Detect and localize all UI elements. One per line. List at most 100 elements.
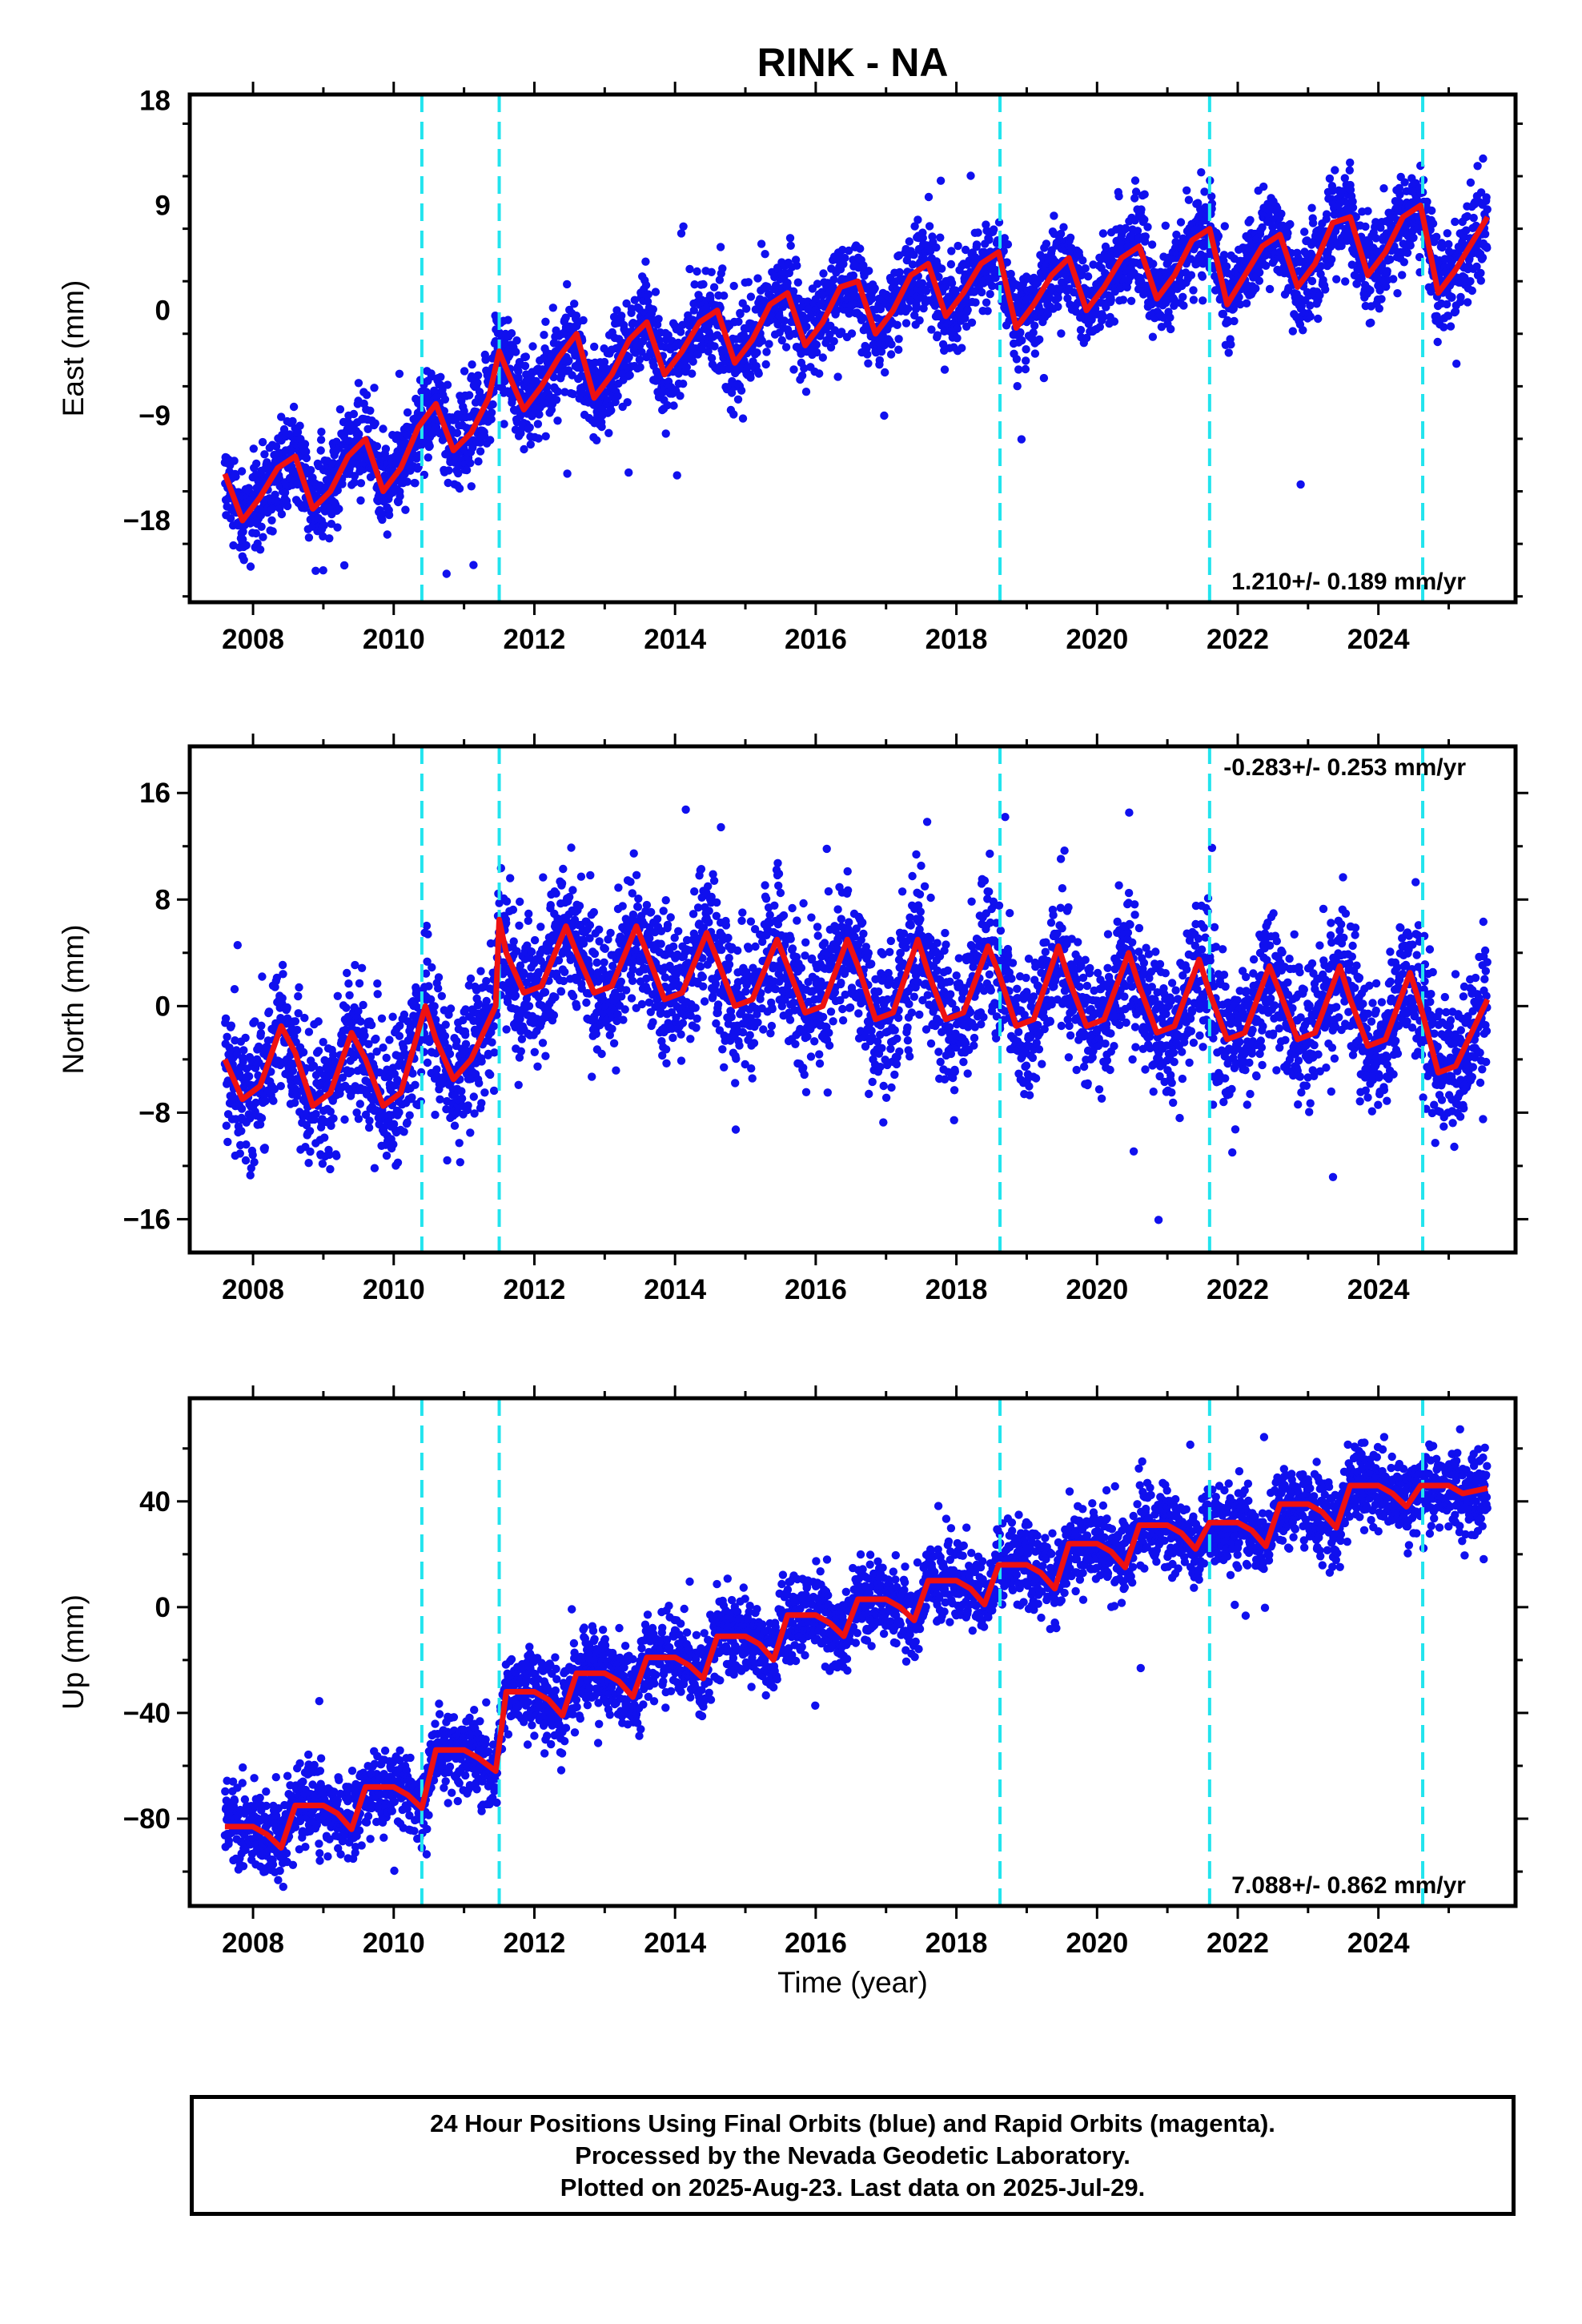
data-point <box>837 328 846 336</box>
data-point <box>1375 304 1384 313</box>
data-point <box>1371 218 1380 227</box>
data-point <box>246 562 255 571</box>
data-point <box>356 496 365 505</box>
data-point <box>954 241 962 251</box>
data-point <box>1186 271 1196 279</box>
data-point <box>600 357 609 367</box>
data-point <box>521 352 530 361</box>
data-point <box>444 478 452 488</box>
data-point <box>329 1114 338 1123</box>
data-point <box>982 298 991 307</box>
data-point <box>454 468 463 478</box>
data-point <box>867 295 877 304</box>
data-point <box>1444 239 1453 249</box>
data-point <box>1472 262 1481 271</box>
data-point <box>309 1061 319 1071</box>
data-point <box>500 420 508 428</box>
data-point <box>1347 260 1357 269</box>
x-tick-label: 2016 <box>785 624 847 655</box>
data-point <box>473 371 483 380</box>
data-point <box>781 343 791 352</box>
data-point <box>607 406 616 415</box>
data-point <box>1427 287 1435 296</box>
data-point <box>534 434 543 443</box>
data-point <box>613 392 622 400</box>
data-point <box>252 459 261 468</box>
data-point <box>1423 197 1431 207</box>
data-point <box>1451 217 1460 227</box>
data-point <box>462 465 472 475</box>
data-point <box>1403 248 1412 257</box>
data-point <box>540 331 548 340</box>
y-tick-label: −9 <box>139 400 171 432</box>
data-point <box>1307 203 1316 212</box>
data-point <box>858 313 868 323</box>
data-point <box>1220 222 1230 231</box>
data-point <box>679 380 688 388</box>
data-point <box>541 317 550 326</box>
data-point <box>255 1120 265 1129</box>
data-point <box>332 1152 341 1160</box>
data-point <box>549 372 558 382</box>
data-point <box>344 979 353 988</box>
data-point <box>630 296 639 304</box>
data-point <box>283 1003 291 1012</box>
data-point <box>311 566 320 575</box>
data-point <box>579 316 588 325</box>
data-point <box>251 1098 260 1108</box>
data-point <box>1099 312 1108 321</box>
data-point <box>1018 336 1026 345</box>
data-point <box>514 373 523 382</box>
data-point <box>727 388 737 397</box>
data-point <box>1443 229 1452 238</box>
data-point <box>327 520 336 529</box>
data-point <box>552 396 561 404</box>
data-point <box>1017 435 1026 444</box>
y-axis-label: East (mm) <box>57 280 90 417</box>
data-point <box>272 973 282 983</box>
data-point <box>372 442 382 451</box>
data-point <box>373 990 382 999</box>
data-point <box>1130 176 1140 185</box>
data-point <box>370 1164 379 1172</box>
data-point <box>845 246 853 255</box>
data-point <box>342 1003 351 1012</box>
data-point <box>1462 226 1471 235</box>
data-point <box>1255 268 1264 277</box>
data-point <box>354 1114 363 1124</box>
data-point <box>838 245 847 255</box>
data-point <box>641 280 651 290</box>
data-point <box>403 408 412 417</box>
data-point <box>355 979 364 988</box>
data-point <box>856 244 865 253</box>
data-point <box>1161 221 1170 230</box>
data-point <box>293 428 303 436</box>
data-point <box>864 359 873 368</box>
data-point <box>689 306 698 315</box>
data-point <box>441 1020 450 1029</box>
data-point <box>476 447 485 456</box>
data-point <box>988 281 997 291</box>
data-point <box>382 1053 391 1063</box>
data-point <box>241 1033 250 1043</box>
data-point <box>1006 269 1015 279</box>
data-point <box>761 250 769 259</box>
data-point <box>223 1032 231 1042</box>
data-point <box>1189 286 1198 295</box>
x-tick-label: 2018 <box>926 624 988 655</box>
data-point <box>389 1140 398 1149</box>
data-point <box>1235 292 1243 302</box>
data-point <box>356 1017 365 1026</box>
data-point <box>239 1046 248 1055</box>
x-tick-label: 2024 <box>1347 624 1410 655</box>
data-point <box>927 325 936 334</box>
data-point <box>300 440 310 448</box>
data-point <box>437 991 446 1001</box>
data-point <box>227 1021 236 1030</box>
data-point <box>237 1104 247 1113</box>
y-tick-label: −18 <box>123 505 171 537</box>
data-point <box>257 522 266 531</box>
data-point <box>427 995 436 1004</box>
data-point <box>469 561 478 569</box>
data-point <box>1299 326 1307 335</box>
